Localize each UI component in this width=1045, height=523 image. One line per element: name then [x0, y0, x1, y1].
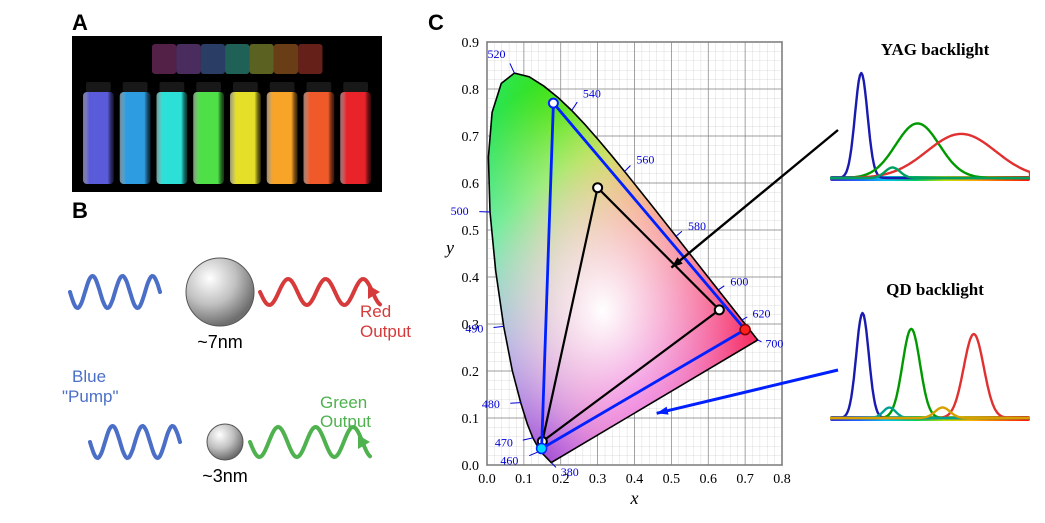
spectrum-arrows — [0, 0, 1045, 523]
